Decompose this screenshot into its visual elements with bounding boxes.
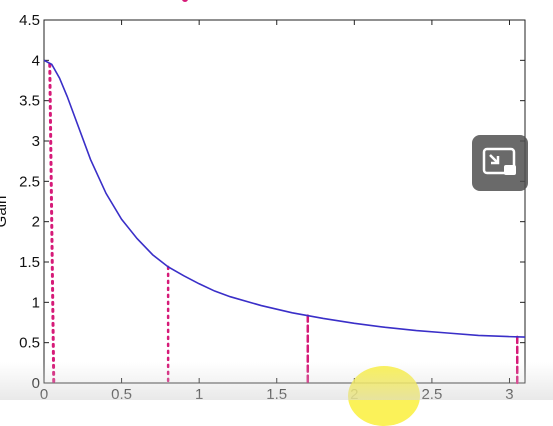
- y-tick-label: 4.5: [19, 12, 40, 29]
- x-tick-label: 2.5: [421, 386, 442, 400]
- axes-frame: [43, 19, 526, 384]
- y-tick-label: 0.5: [19, 335, 40, 352]
- y-tick-label: 1: [32, 294, 40, 311]
- gain-curve: [43, 59, 526, 338]
- y-tick-label: 4: [32, 52, 40, 69]
- picture-in-picture-icon: [482, 147, 516, 175]
- y-tick-label: 2: [32, 214, 40, 231]
- x-tick-label: 0: [40, 386, 48, 400]
- x-tick-label: 1: [195, 386, 203, 400]
- picture-in-picture-button[interactable]: [472, 135, 528, 191]
- cursor-highlight: [348, 366, 420, 426]
- x-tick-label: 1.5: [266, 386, 287, 400]
- y-axis-label: Gain: [0, 196, 10, 228]
- x-tick-label: 0.5: [111, 386, 132, 400]
- y-tick-label: 3: [32, 133, 40, 150]
- annotation-drop-line: [48, 62, 56, 385]
- y-tick-label: 3.5: [19, 93, 40, 110]
- y-tick-label: 2.5: [19, 173, 40, 190]
- annotation-mark: [182, 0, 188, 2]
- x-tick-label: 3: [505, 386, 513, 400]
- y-tick-label: 1.5: [19, 254, 40, 271]
- y-tick-label: 0: [32, 375, 40, 392]
